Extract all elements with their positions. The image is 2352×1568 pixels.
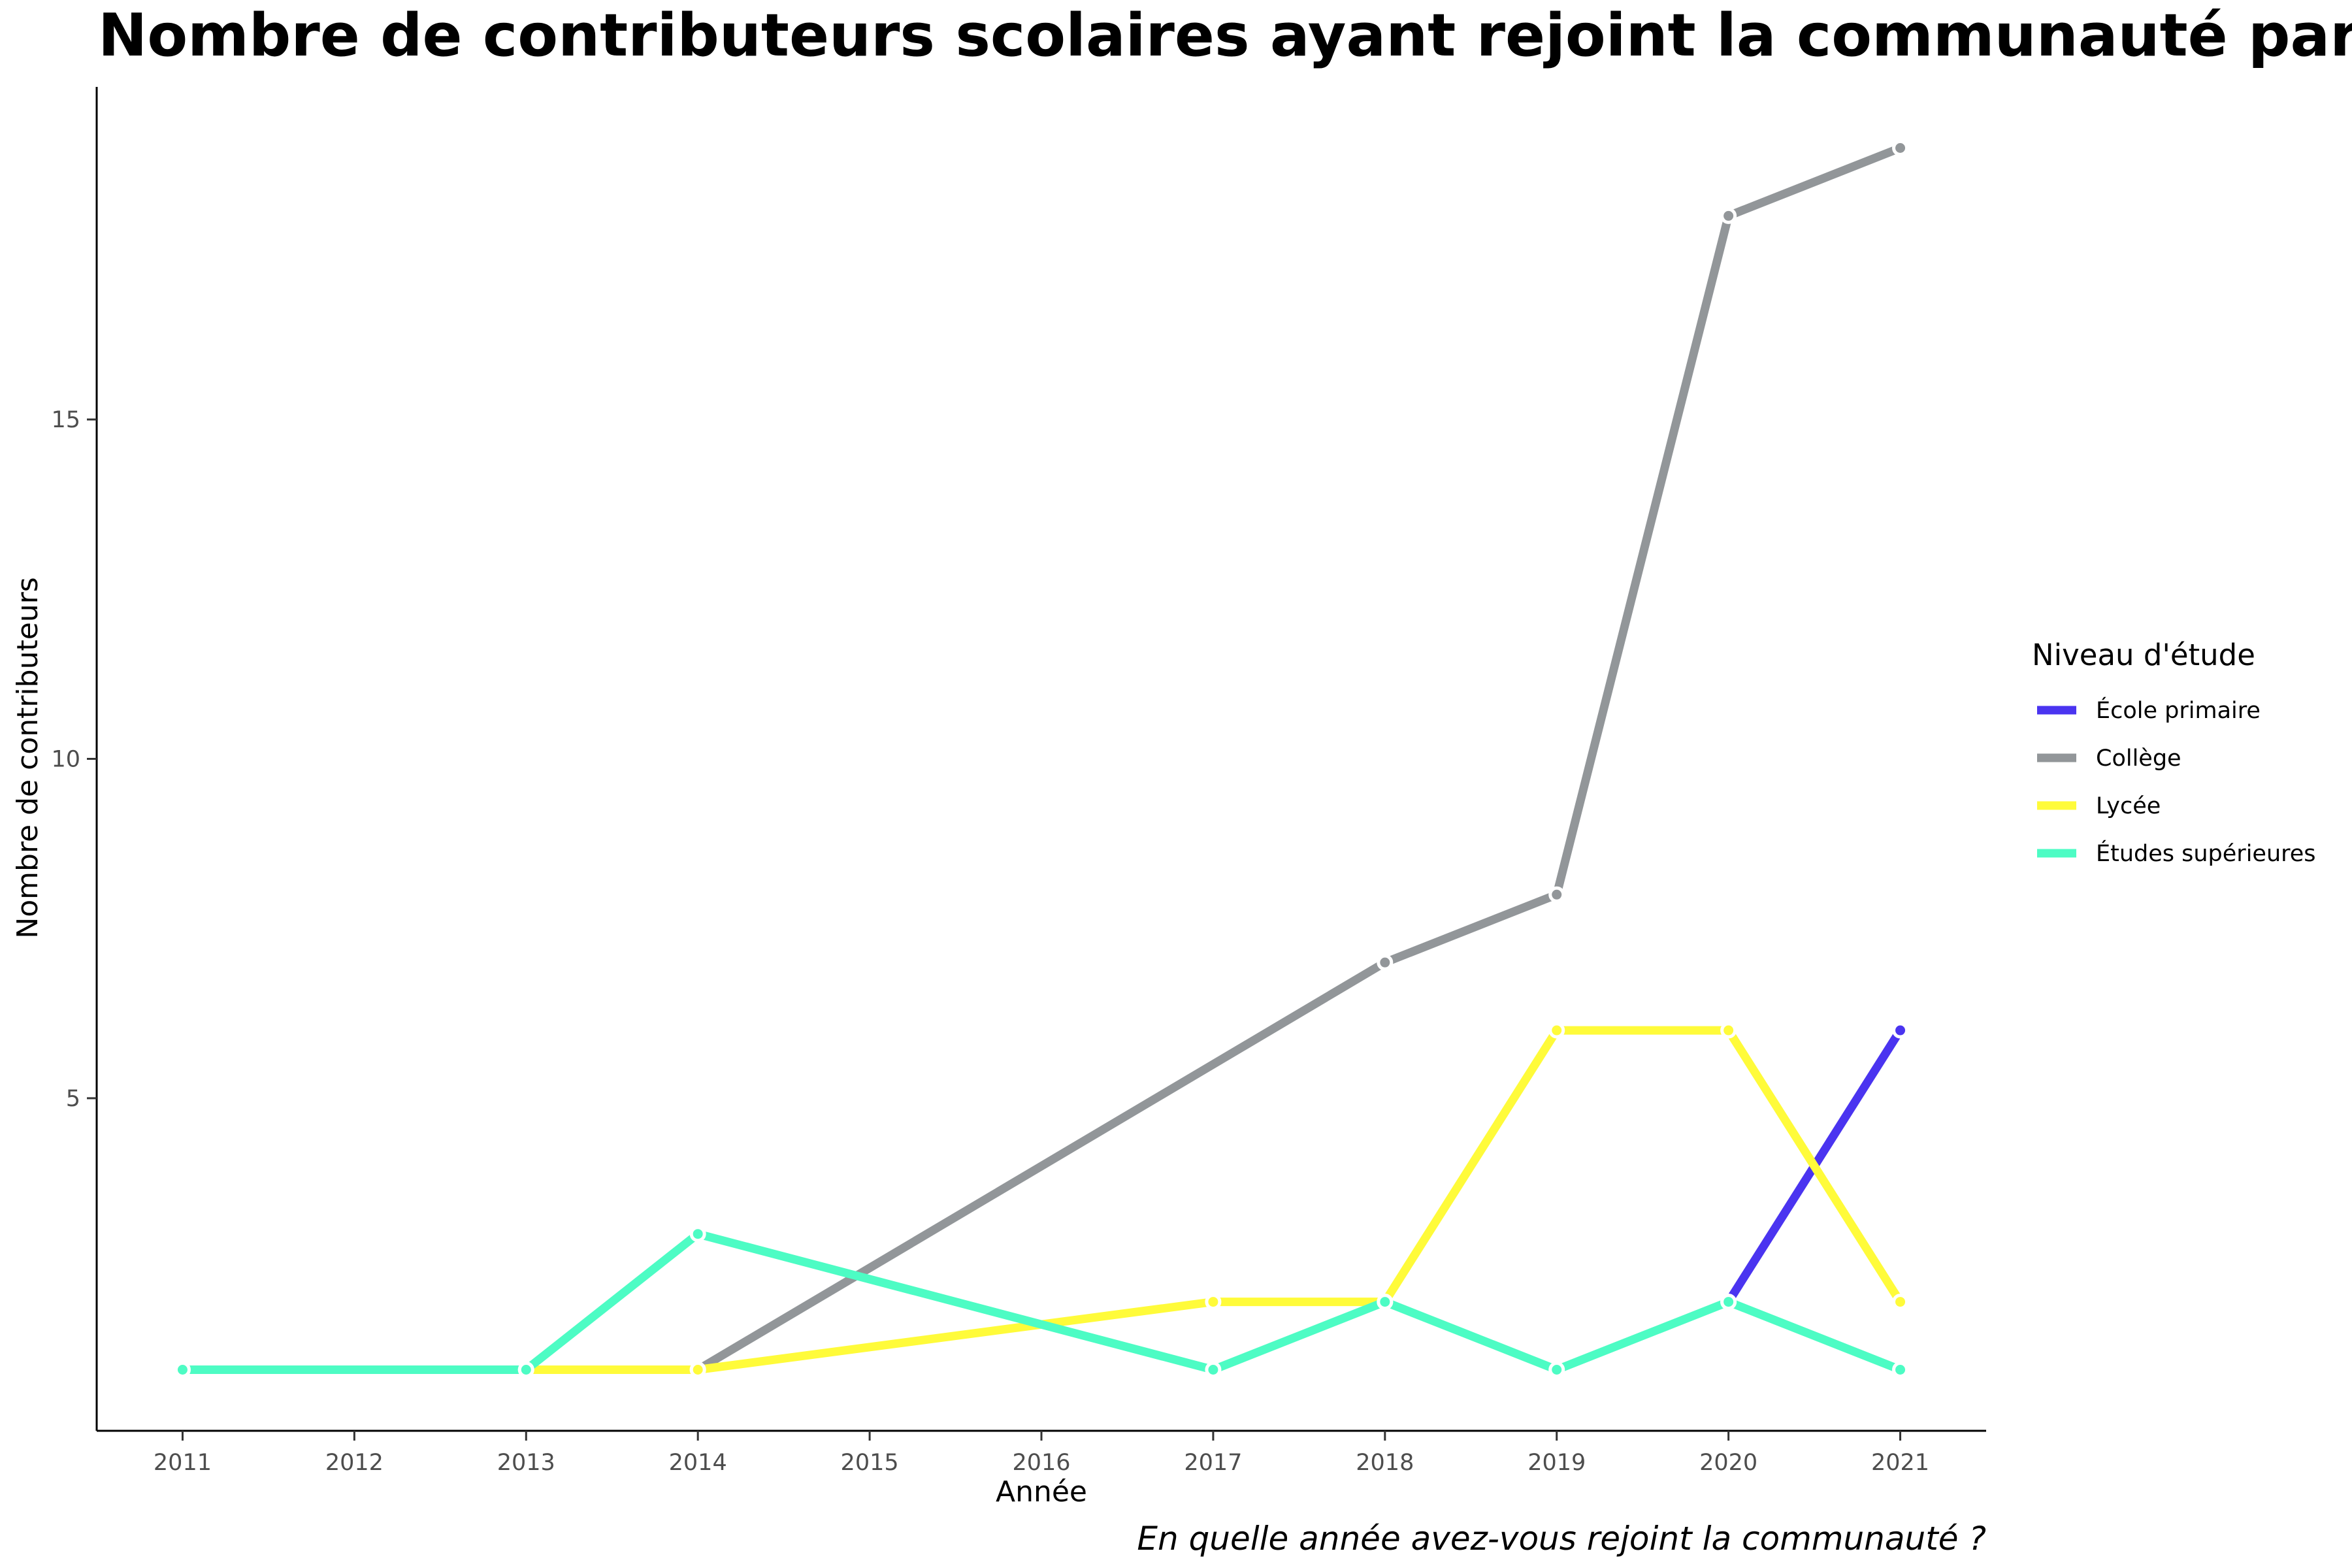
- data-point: [1720, 207, 1737, 224]
- data-point: [1720, 1022, 1737, 1039]
- chart-title: Nombre de contributeurs scolaires ayant …: [98, 1, 2352, 70]
- data-point: [689, 1226, 706, 1243]
- x-tick-label: 2018: [1356, 1450, 1414, 1476]
- x-tick-label: 2021: [1871, 1450, 1929, 1476]
- x-tick-label: 2020: [1699, 1450, 1757, 1476]
- data-point: [1892, 1362, 1909, 1378]
- x-ticks: 2011 2012 2013 2014 2015 2016 2017 2018 2019 2020…: [154, 1431, 1929, 1476]
- data-point: [174, 1362, 191, 1378]
- series-lines: [182, 144, 1904, 1375]
- legend-items: École primaire Collège Lycée Études supérie…: [2037, 696, 2316, 867]
- data-point: [1548, 1362, 1565, 1378]
- data-point: [1548, 1022, 1565, 1039]
- data-point: [1892, 140, 1909, 156]
- x-tick-label: 2017: [1184, 1450, 1242, 1476]
- data-point: [1205, 1362, 1222, 1378]
- x-axis-title: Année: [996, 1475, 1087, 1509]
- chart-caption: En quelle année avez-vous rejoint la com…: [1137, 1520, 1986, 1558]
- data-point: [517, 1362, 534, 1378]
- x-tick-label: 2015: [841, 1450, 899, 1476]
- data-point: [689, 1362, 706, 1378]
- data-point: [1720, 1294, 1737, 1311]
- y-ticks: 5 10 15: [51, 407, 97, 1112]
- x-tick-label: 2012: [325, 1450, 384, 1476]
- x-tick-label: 2019: [1527, 1450, 1586, 1476]
- legend-label: Collège: [2096, 745, 2181, 772]
- y-tick-label: 15: [51, 407, 80, 433]
- data-point: [1377, 1294, 1394, 1311]
- data-point: [1892, 1294, 1909, 1311]
- series-line: [695, 144, 1902, 1374]
- data-point: [1892, 1022, 1909, 1039]
- legend-title: Niveau d'étude: [2032, 638, 2255, 672]
- x-tick-label: 2011: [154, 1450, 212, 1476]
- legend-label: Études supérieures: [2096, 840, 2316, 867]
- y-tick-label: 5: [66, 1086, 80, 1112]
- x-tick-label: 2014: [669, 1450, 727, 1476]
- y-axis-title: Nombre de contributeurs: [11, 577, 44, 938]
- y-tick-label: 10: [51, 747, 80, 773]
- x-tick-label: 2013: [497, 1450, 555, 1476]
- x-tick-label: 2016: [1012, 1450, 1070, 1476]
- series-points: [174, 140, 1909, 1378]
- legend-label: Lycée: [2096, 793, 2161, 819]
- series-line: [182, 1229, 1902, 1375]
- data-point: [1205, 1294, 1222, 1311]
- data-point: [1548, 886, 1565, 903]
- legend: Niveau d'étude École primaire Collège Lycé…: [2032, 638, 2316, 867]
- plot-area: 2011 2012 2013 2014 2015 2016 2017 2018 2019 2020…: [51, 87, 1986, 1476]
- legend-label: École primaire: [2096, 696, 2261, 724]
- data-point: [1377, 954, 1394, 971]
